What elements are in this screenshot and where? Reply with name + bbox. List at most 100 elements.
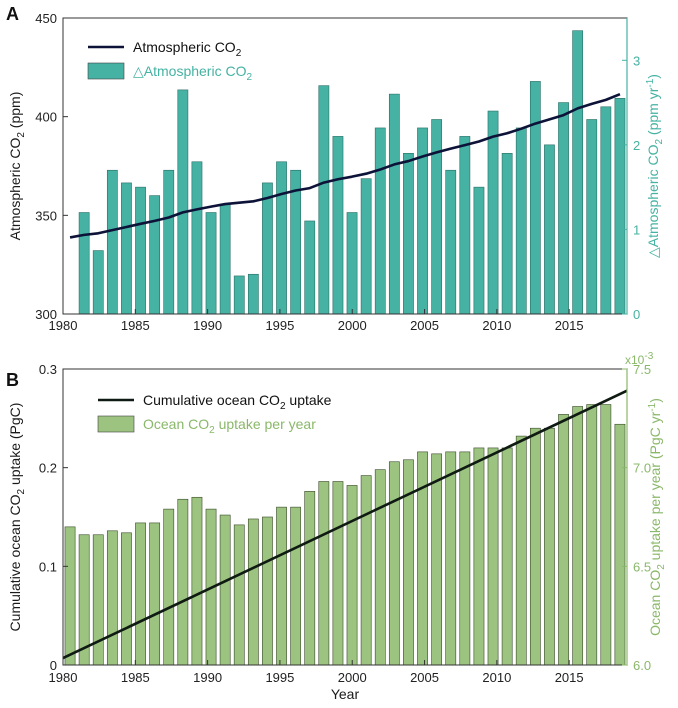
legend-sub: 2 [280, 401, 286, 412]
x-tick-label-B-1980: 1980 [49, 670, 78, 685]
y-right-tick-label-A-3: 3 [633, 53, 640, 68]
bar-A-2002 [374, 127, 386, 315]
bar-B-1984 [121, 532, 132, 666]
y-left-label-A: Atmospheric CO2 (ppm) [7, 92, 27, 241]
bar-B-2017 [586, 404, 598, 666]
label-text: Atmospheric CO [7, 138, 23, 241]
multiplier-base: x10 [625, 353, 645, 367]
bar-B-1992 [233, 524, 245, 666]
label-end: ) [647, 398, 663, 403]
bar-A-2004 [403, 153, 414, 315]
x-tick-label-A-2000: 2000 [338, 318, 367, 333]
legend-label-A-1: △Atmospheric CO2 [133, 63, 252, 83]
legend-text: Ocean CO [143, 416, 209, 432]
label-sup: -1 [647, 402, 658, 411]
bar-B-2018 [600, 404, 612, 666]
bar-B-1985 [135, 522, 146, 666]
x-tick-label-B-1990: 1990 [193, 670, 222, 685]
bar-B-1995 [276, 506, 287, 666]
bar-A-1991 [219, 203, 231, 315]
plot-frame-B [62, 368, 628, 666]
bar-B-1991 [219, 514, 231, 666]
bar-B-1983 [106, 530, 118, 666]
x-tick-label-A-1995: 1995 [265, 318, 294, 333]
bar-B-1998 [318, 481, 330, 666]
label-unit: uptake (PgC) [7, 403, 23, 489]
panel-letter-A: A [6, 4, 19, 24]
bar-A-1982 [92, 250, 104, 315]
bar-A-1984 [121, 182, 132, 315]
legend-label-A-0: Atmospheric CO2 [133, 39, 242, 59]
bar-A-2007 [445, 169, 457, 315]
panel-letter-B: B [6, 370, 19, 390]
panel-A: A 1980 1985 1990 1995 2000 2005 2010 2015 300 350 4… [6, 4, 665, 333]
bar-A-1990 [205, 212, 217, 315]
bar-B-1986 [149, 522, 161, 666]
series-line-A [69, 92, 621, 239]
legend-swatch-bar-A [87, 62, 125, 80]
legend-text: △Atmospheric CO [133, 63, 247, 79]
bar-B-2004 [403, 459, 414, 666]
bar-B-1996 [290, 506, 302, 666]
label-sub: 2 [656, 564, 667, 570]
y-left-tick-label-A-1: 350 [35, 208, 57, 223]
legend-label-B-1: Ocean CO2 uptake per year [143, 416, 316, 436]
bar-B-2010 [487, 447, 499, 666]
label-sup: -1 [645, 78, 656, 87]
bar-A-2001 [360, 178, 372, 315]
y-right-tick-label-A-2: 2 [633, 138, 640, 153]
bar-B-1987 [163, 508, 175, 666]
bar-A-1987 [163, 169, 175, 315]
x-axis-label-B: Year [331, 686, 360, 702]
y-right-tick-label-B-2: 7.0 [633, 461, 651, 476]
y-right-label-A: △Atmospheric CO2 (ppm yr-1) [645, 74, 665, 258]
bar-B-1999 [332, 481, 344, 666]
bar-B-2013 [529, 427, 541, 666]
y-left-tick-label-B-3: 0.3 [39, 362, 57, 377]
bar-A-2015 [558, 102, 569, 315]
label-sub: 2 [654, 139, 665, 145]
bar-A-1988 [177, 89, 189, 315]
bar-A-1981 [78, 212, 90, 315]
label-text: Ocean CO [647, 570, 663, 636]
bar-B-2009 [473, 447, 485, 666]
x-tick-label-B-2005: 2005 [410, 670, 439, 685]
bar-A-2009 [473, 186, 485, 315]
bar-A-2017 [586, 119, 598, 315]
x-tick-label-A-1980: 1980 [49, 318, 78, 333]
bar-A-1983 [106, 169, 118, 315]
bar-B-2008 [459, 451, 471, 666]
panel-B: B 1980 1985 1990 1995 2000 2005 2010 2015 0 0.1 0.2… [6, 351, 667, 702]
bar-A-2019 [614, 98, 626, 315]
bar-B-2000 [346, 485, 358, 666]
bar-A-2016 [572, 30, 584, 315]
y-left-tick-label-B-1: 0.1 [39, 559, 57, 574]
bar-B-2007 [445, 451, 457, 666]
label-unit: uptake per year (PgC yr [647, 411, 663, 564]
x-tick-label-B-2015: 2015 [555, 670, 584, 685]
x-tick-label-A-1985: 1985 [121, 318, 150, 333]
y-left-label-B: Cumulative ocean CO2 uptake (PgC) [7, 403, 27, 632]
x-tick-label-B-2010: 2010 [482, 670, 511, 685]
y-left-tick-label-A-2: 400 [35, 110, 57, 125]
bar-B-2003 [388, 461, 400, 666]
bar-B-2011 [501, 447, 513, 666]
bar-A-1995 [276, 161, 287, 315]
y-right-label-B: Ocean CO2 uptake per year (PgC yr-1) [647, 398, 667, 636]
legend-text: Atmospheric CO [133, 39, 236, 55]
bar-B-2005 [417, 451, 428, 666]
bar-A-1999 [332, 136, 344, 315]
bar-A-1986 [149, 195, 161, 315]
bar-B-2001 [360, 475, 372, 666]
bar-B-2014 [544, 427, 555, 666]
y-left-tick-label-B-2: 0.2 [39, 461, 57, 476]
x-tick-label-A-1990: 1990 [193, 318, 222, 333]
legend-tail: uptake per year [215, 416, 317, 432]
bar-B-1982 [92, 534, 104, 666]
x-tick-label-A-2010: 2010 [482, 318, 511, 333]
x-tick-label-B-1985: 1985 [121, 670, 150, 685]
bar-B-2015 [558, 414, 569, 666]
legend-sub: 2 [236, 48, 242, 59]
x-tick-label-A-2005: 2005 [410, 318, 439, 333]
